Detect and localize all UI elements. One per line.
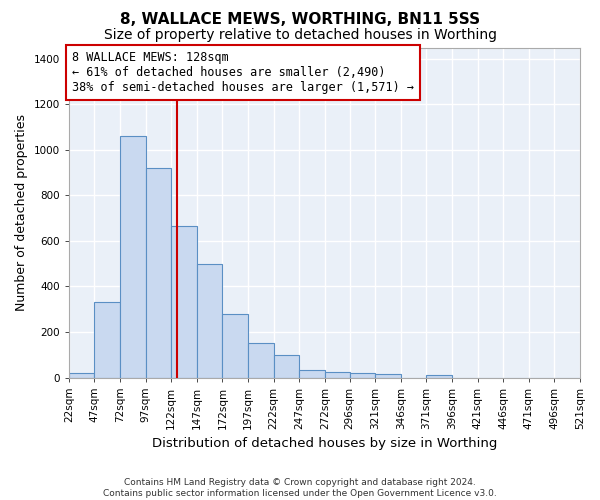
Y-axis label: Number of detached properties: Number of detached properties: [15, 114, 28, 311]
X-axis label: Distribution of detached houses by size in Worthing: Distribution of detached houses by size …: [152, 437, 497, 450]
Bar: [350, 372, 375, 378]
Bar: [146, 168, 171, 378]
Bar: [325, 372, 350, 378]
Bar: [223, 314, 248, 378]
Bar: [197, 264, 223, 378]
Bar: [274, 355, 299, 378]
Bar: [427, 375, 452, 378]
Bar: [248, 344, 274, 378]
Text: 8 WALLACE MEWS: 128sqm
← 61% of detached houses are smaller (2,490)
38% of semi-: 8 WALLACE MEWS: 128sqm ← 61% of detached…: [72, 51, 414, 94]
Text: Contains HM Land Registry data © Crown copyright and database right 2024.
Contai: Contains HM Land Registry data © Crown c…: [103, 478, 497, 498]
Bar: [171, 226, 197, 378]
Text: Size of property relative to detached houses in Worthing: Size of property relative to detached ho…: [104, 28, 497, 42]
Bar: [94, 302, 120, 378]
Bar: [375, 374, 401, 378]
Text: 8, WALLACE MEWS, WORTHING, BN11 5SS: 8, WALLACE MEWS, WORTHING, BN11 5SS: [120, 12, 480, 28]
Bar: [120, 136, 146, 378]
Bar: [299, 370, 325, 378]
Bar: [69, 373, 94, 378]
